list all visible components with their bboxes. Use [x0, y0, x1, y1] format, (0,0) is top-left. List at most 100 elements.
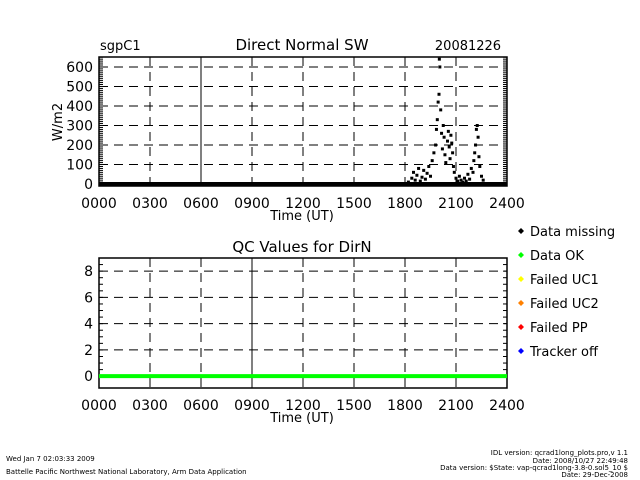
data-point: [430, 159, 434, 163]
x-tick-label: 0600: [183, 196, 219, 212]
top-y-axis-label: W/m2: [51, 103, 66, 141]
legend-marker: [518, 348, 524, 354]
y-tick-label: 6: [84, 290, 93, 306]
data-point: [451, 164, 455, 168]
data-point: [448, 157, 452, 161]
data-point: [425, 171, 429, 175]
data-point: [440, 131, 444, 135]
legend-marker: [518, 228, 524, 234]
data-point: [427, 164, 431, 168]
y-tick-label: 600: [66, 60, 93, 76]
y-tick-label: 0: [84, 177, 93, 193]
data-point: [442, 135, 446, 139]
data-point: [422, 168, 426, 172]
y-tick-label: 400: [66, 99, 93, 115]
x-tick-label: 1200: [285, 398, 321, 414]
footer-idl-date: Date: 2008/10/27 22:49:48: [533, 457, 628, 465]
data-point: [429, 174, 432, 178]
data-point: [472, 159, 476, 163]
data-point: [410, 176, 414, 180]
data-point: [447, 145, 451, 149]
data-point: [477, 155, 481, 159]
bottom-x-axis-label: Time (UT): [269, 411, 334, 426]
data-point: [436, 100, 440, 104]
x-tick-label: 0300: [132, 398, 168, 414]
footer-data-version: Data version: $State: vap-qcrad1long-3.8…: [440, 464, 628, 472]
data-point: [413, 178, 417, 182]
data-point: [437, 92, 441, 96]
data-point: [463, 176, 466, 180]
data-point: [446, 129, 450, 133]
footer-idl-version: IDL version: qcrad1long_plots.pro,v 1.1: [491, 449, 628, 457]
data-point: [474, 143, 478, 147]
legend-marker: [518, 276, 524, 282]
y-tick-label: 500: [66, 79, 93, 95]
qc-values-plot: QC Values for DirN Time (UT) 0 2 4 6 8 0000 03…: [81, 238, 525, 426]
legend-marker: [518, 324, 524, 330]
data-point: [469, 166, 473, 170]
y-tick-label: 300: [66, 119, 93, 135]
legend-label: Data OK: [530, 249, 584, 264]
data-point: [437, 57, 441, 61]
legend: Data missing Data OK Failed UC1 Failed UC2 F…: [518, 225, 615, 360]
data-point: [420, 175, 424, 179]
plot-frame: [98, 257, 508, 389]
x-tick-label: 0900: [234, 196, 270, 212]
footer-timestamp: Wed Jan 7 02:03:33 2009: [6, 455, 95, 463]
y-tick-label: 2: [84, 343, 93, 359]
x-tick-label: 1800: [387, 196, 423, 212]
x-tick-label: 0900: [234, 398, 270, 414]
data-point: [456, 179, 460, 183]
legend-label: Failed UC2: [530, 297, 599, 312]
x-tick-label: 0600: [183, 398, 219, 414]
data-point: [454, 176, 458, 180]
y-tick-label: 200: [66, 138, 93, 154]
data-point: [440, 147, 444, 151]
data-point: [468, 177, 472, 181]
data-point: [478, 164, 482, 168]
data-point: [441, 124, 445, 128]
y-tick-label: 8: [84, 264, 93, 280]
legend-label: Failed PP: [530, 321, 588, 336]
data-point: [434, 127, 438, 131]
data-point: [449, 133, 453, 137]
data-point: [451, 151, 455, 155]
date-label: 20081226: [435, 39, 501, 54]
x-tick-label: 2100: [438, 196, 474, 212]
data-point: [432, 151, 436, 155]
y-tick-label: 100: [66, 158, 93, 174]
x-tick-label: 1500: [336, 196, 372, 212]
top-x-axis-label: Time (UT): [269, 209, 334, 224]
data-point: [473, 151, 477, 155]
data-point: [464, 179, 468, 183]
data-point: [443, 153, 447, 157]
legend-marker: [518, 300, 524, 306]
data-point: [423, 177, 427, 181]
data-point: [435, 118, 439, 122]
legend-marker: [518, 252, 524, 258]
data-point: [459, 178, 463, 182]
data-point: [417, 166, 421, 170]
data-point: [457, 174, 461, 178]
data-point: [415, 173, 419, 177]
data-point: [452, 170, 456, 174]
bottom-chart-title: QC Values for DirN: [232, 238, 371, 256]
legend-label: Failed UC1: [530, 273, 599, 288]
data-point: [475, 124, 479, 128]
data-point: [480, 174, 483, 178]
x-tick-label: 2100: [438, 398, 474, 414]
data-point: [439, 108, 443, 112]
x-tick-label: 0000: [81, 398, 117, 414]
x-tick-label: 1200: [285, 196, 321, 212]
y-tick-label: 4: [84, 317, 93, 333]
data-point: [481, 178, 485, 182]
x-tick-label: 2400: [489, 398, 525, 414]
site-label: sgpC1: [100, 39, 141, 54]
x-tick-label: 0300: [132, 196, 168, 212]
data-point: [446, 139, 449, 143]
data-point: [474, 127, 478, 131]
x-tick-label: 1800: [387, 398, 423, 414]
data-point: [434, 143, 438, 147]
direct-normal-plot: sgpC1 Direct Normal SW 20081226 Time (UT…: [51, 36, 525, 224]
